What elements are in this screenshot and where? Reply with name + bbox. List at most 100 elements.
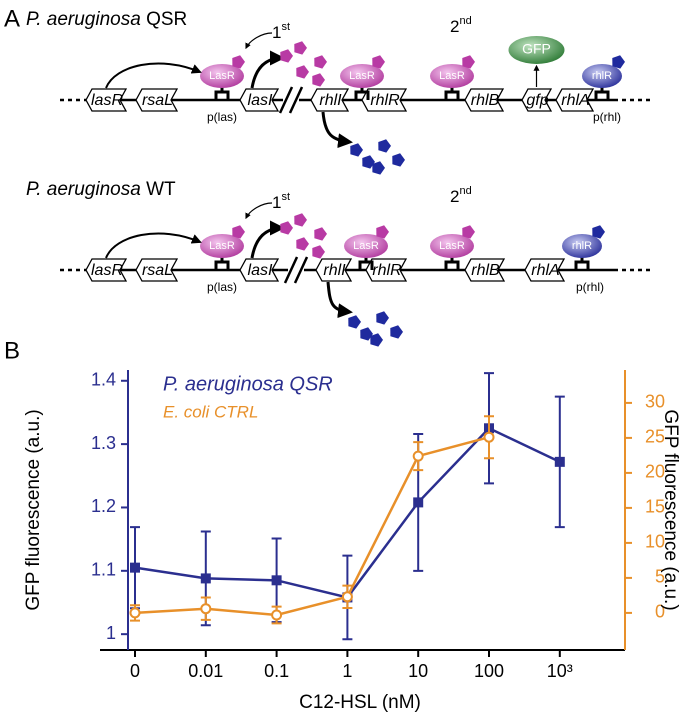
break-slash (288, 86, 304, 114)
break-gap (288, 266, 304, 274)
protein (562, 234, 602, 258)
operator-stalk (594, 86, 610, 100)
break-slash (283, 256, 299, 284)
ligand (376, 225, 389, 239)
ligand (462, 55, 475, 69)
break-slash (278, 86, 294, 114)
gene-box (135, 88, 179, 112)
ligand (462, 225, 475, 239)
marker (200, 573, 211, 584)
arrow (250, 220, 285, 259)
gene-label: rhlR (370, 92, 400, 109)
ligand (314, 55, 327, 69)
operator-stalk (214, 86, 230, 100)
break-gap (283, 96, 299, 104)
y-axis-label: GFP fluorescence (a.u.) (23, 409, 44, 610)
text-part: nd (459, 185, 471, 197)
gene-label: rhlI (319, 92, 342, 109)
protein-label: LasR (209, 70, 235, 82)
ligand (378, 139, 391, 153)
strain-title: P. aeruginosa QSR (26, 9, 187, 30)
text-part: P. aeruginosa (26, 9, 141, 30)
gene-box (464, 258, 506, 282)
ligand (376, 311, 389, 325)
ligand (280, 49, 293, 63)
arrow (326, 281, 353, 319)
gene-label: lasR (91, 262, 123, 279)
ligand (296, 65, 309, 79)
gene-box (85, 88, 128, 112)
x-tick-label: 10³ (547, 661, 573, 681)
y2-tick-label: 20 (645, 462, 665, 482)
x-tick-label: 1 (342, 661, 352, 681)
arrow (245, 202, 273, 220)
text-part: st (281, 21, 290, 33)
break-slash (293, 256, 309, 284)
ligand (370, 333, 383, 347)
gene-label: lasR (91, 92, 123, 109)
protein-label: LasR (353, 240, 379, 252)
arrow (105, 232, 202, 259)
text-part: P. aeruginosa (26, 179, 141, 200)
text-part: 1 (272, 23, 281, 42)
ligand (294, 41, 307, 55)
text-part: 2 (450, 17, 459, 36)
reporter-protein (508, 36, 565, 64)
gene-box (521, 88, 553, 112)
promoter-label: p(rhl) (576, 280, 604, 294)
y-tick-label: 1.1 (91, 560, 116, 580)
ligand (350, 143, 363, 157)
operator-stalk (444, 256, 460, 270)
ligand (232, 55, 245, 69)
ligand (296, 237, 309, 251)
marker (200, 603, 212, 615)
protein (582, 64, 622, 88)
y2-axis-label: GFP fluorescence (a.u.) (660, 409, 681, 610)
ligand (348, 315, 361, 329)
ligand (372, 161, 385, 175)
protein-label: rhlR (572, 240, 592, 252)
operator-stalk (574, 256, 590, 270)
gene-label: gfp (526, 92, 548, 109)
marker (413, 497, 424, 508)
ligand (232, 225, 245, 239)
gene-label: rhlA (531, 262, 559, 279)
legend-entry: E. coli CTRL (163, 402, 258, 421)
gene-label: rhlB (471, 262, 500, 279)
gene-box (361, 88, 408, 112)
protein (430, 234, 474, 258)
marker (412, 450, 424, 462)
gene-label: lasI (248, 92, 273, 109)
gene-label: lasI (248, 262, 273, 279)
marker (130, 562, 140, 573)
gene-box (239, 88, 280, 112)
marker (271, 575, 282, 586)
promoter-label: p(las) (207, 280, 237, 294)
gene-label: rhlI (323, 262, 346, 279)
operator-stalk (214, 256, 230, 270)
gene-label: rhlB (471, 92, 500, 109)
gene-box (310, 88, 350, 112)
protein-label: LasR (349, 70, 375, 82)
y2-tick-label: 15 (645, 497, 665, 517)
ligand (312, 245, 325, 259)
text-part: QSR (146, 9, 187, 30)
ligand (592, 225, 605, 239)
marker (129, 607, 141, 619)
x-tick-label: 0 (130, 661, 140, 681)
second-label: 2nd (450, 15, 472, 37)
y2-tick-label: 10 (645, 532, 665, 552)
gene-box (135, 258, 179, 282)
marker (483, 431, 495, 443)
x-tick-label: 10 (408, 661, 428, 681)
arrow (245, 32, 273, 50)
promoter-label: p(las) (207, 110, 237, 124)
gene-box (365, 258, 408, 282)
y-tick-label: 1.4 (91, 370, 116, 390)
gene-label: rhlA (561, 92, 589, 109)
marker (341, 591, 353, 603)
ligand (362, 155, 375, 169)
protein (340, 64, 384, 88)
legend-entry: P. aeruginosa QSR (163, 373, 333, 395)
